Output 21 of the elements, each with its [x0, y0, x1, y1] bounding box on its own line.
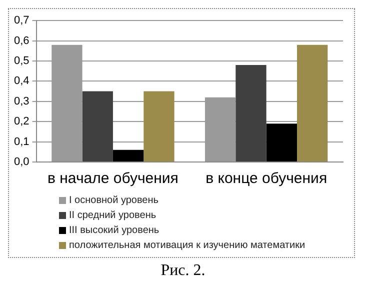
- bar: [112, 150, 144, 162]
- y-tick-label: 0,5: [14, 55, 30, 68]
- legend-label: положительная мотивация к изучению математики: [69, 239, 306, 253]
- x-tick-label: в конце обучения: [206, 170, 328, 188]
- legend-label: III высокий уровень: [69, 224, 160, 238]
- bar: [296, 44, 328, 162]
- y-tick-label: 0,2: [14, 116, 30, 128]
- legend-label: II средний уровень: [69, 209, 156, 223]
- y-tick-label: 0,3: [14, 95, 30, 108]
- bar: [236, 65, 266, 162]
- y-tick-label: 0,1: [14, 136, 30, 148]
- legend-label: I основной уровень: [69, 194, 158, 208]
- y-tick-label: 0,4: [14, 75, 30, 88]
- x-tick-label: в начале обучения: [48, 170, 178, 188]
- y-tick-label: 0,0: [14, 156, 30, 168]
- y-tick-label: 0,6: [14, 34, 30, 47]
- bar: [266, 124, 297, 162]
- y-tick-label: 0,7: [14, 14, 30, 27]
- bar: [144, 91, 174, 162]
- text: Рис. 2.: [160, 262, 206, 280]
- bar: [82, 91, 113, 162]
